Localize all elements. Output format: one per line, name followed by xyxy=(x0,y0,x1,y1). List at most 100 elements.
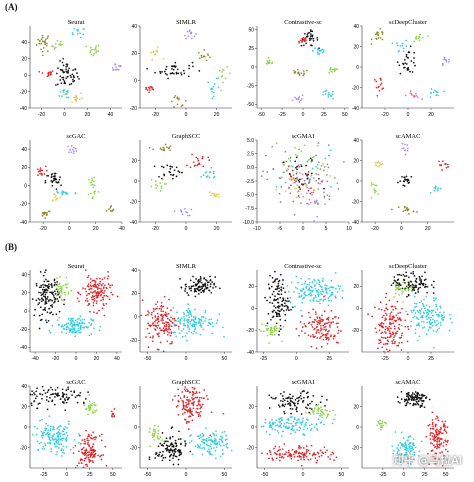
data-point xyxy=(380,332,383,335)
data-point xyxy=(294,399,297,401)
data-point xyxy=(162,310,165,313)
data-point xyxy=(410,320,413,323)
plot-title: scGMAI xyxy=(292,379,315,386)
data-point xyxy=(319,401,322,404)
data-point xyxy=(422,284,425,287)
data-point xyxy=(278,445,281,448)
data-point xyxy=(415,92,417,95)
data-point xyxy=(168,459,171,462)
data-point xyxy=(281,453,284,456)
data-point xyxy=(66,192,69,195)
data-point xyxy=(170,325,173,328)
data-point xyxy=(300,99,302,102)
data-point xyxy=(327,456,330,458)
y-tick-label: 40 xyxy=(353,24,359,30)
data-point xyxy=(290,308,292,311)
x-tick-label: 0 xyxy=(302,226,305,232)
data-point xyxy=(41,385,44,388)
data-point xyxy=(285,397,287,400)
data-point xyxy=(288,300,290,302)
data-point xyxy=(82,287,84,289)
data-point xyxy=(196,443,199,446)
data-point xyxy=(203,288,206,291)
data-point xyxy=(187,400,190,403)
data-point xyxy=(215,322,218,324)
data-point xyxy=(198,400,201,403)
data-point xyxy=(408,394,411,397)
data-point xyxy=(76,72,78,74)
data-point xyxy=(38,286,41,289)
data-point xyxy=(437,438,439,440)
data-point xyxy=(385,318,388,321)
data-point xyxy=(211,332,214,335)
data-point xyxy=(179,397,182,400)
data-point xyxy=(319,327,322,329)
data-point xyxy=(78,331,81,334)
data-point xyxy=(441,62,444,65)
data-point xyxy=(213,192,216,195)
data-point xyxy=(218,443,221,445)
data-point xyxy=(195,332,198,334)
data-point xyxy=(287,165,290,168)
data-point xyxy=(185,422,188,425)
data-point xyxy=(316,459,319,462)
cluster-series xyxy=(304,404,337,419)
data-point xyxy=(79,442,82,445)
data-point xyxy=(439,307,442,309)
data-point xyxy=(426,35,429,38)
data-point xyxy=(289,407,292,410)
data-point xyxy=(97,454,99,457)
data-point xyxy=(278,425,281,427)
data-point xyxy=(211,97,214,100)
data-point xyxy=(441,169,443,171)
data-point xyxy=(377,37,380,39)
data-point xyxy=(226,447,229,449)
data-point xyxy=(188,415,190,418)
data-point xyxy=(88,394,91,396)
data-point xyxy=(51,306,54,308)
data-point xyxy=(92,449,95,452)
data-point xyxy=(44,181,47,184)
data-point xyxy=(300,447,302,449)
data-point xyxy=(70,145,73,147)
data-point xyxy=(170,342,173,345)
data-point xyxy=(275,424,277,427)
data-point xyxy=(208,159,211,161)
data-point xyxy=(382,424,385,427)
data-point xyxy=(181,408,184,411)
cluster-series xyxy=(44,172,62,191)
x-tick-label: 20 xyxy=(214,226,220,232)
data-point xyxy=(101,289,104,292)
data-point xyxy=(186,403,189,406)
data-point xyxy=(402,180,405,183)
data-point xyxy=(336,326,339,328)
data-point xyxy=(102,282,104,285)
data-point xyxy=(426,318,428,321)
cluster-series xyxy=(85,44,100,57)
data-point xyxy=(316,329,319,331)
data-point xyxy=(396,452,399,455)
data-point xyxy=(274,288,277,291)
data-point xyxy=(56,191,59,194)
data-point xyxy=(280,286,283,289)
data-point xyxy=(271,418,273,421)
data-point xyxy=(444,430,447,433)
data-point xyxy=(398,282,401,285)
data-point xyxy=(77,329,80,332)
data-point xyxy=(89,436,92,439)
data-point xyxy=(404,448,407,451)
data-point xyxy=(54,392,57,395)
data-point xyxy=(331,93,334,96)
data-point xyxy=(190,37,193,40)
data-point xyxy=(112,69,114,71)
data-point xyxy=(420,394,423,397)
data-point xyxy=(81,321,84,324)
data-point xyxy=(177,458,180,461)
data-point xyxy=(185,314,188,317)
data-point xyxy=(61,392,64,394)
data-point xyxy=(282,161,285,164)
data-point xyxy=(270,333,272,336)
data-point xyxy=(188,214,191,217)
data-point xyxy=(424,278,427,281)
data-point xyxy=(177,388,180,391)
